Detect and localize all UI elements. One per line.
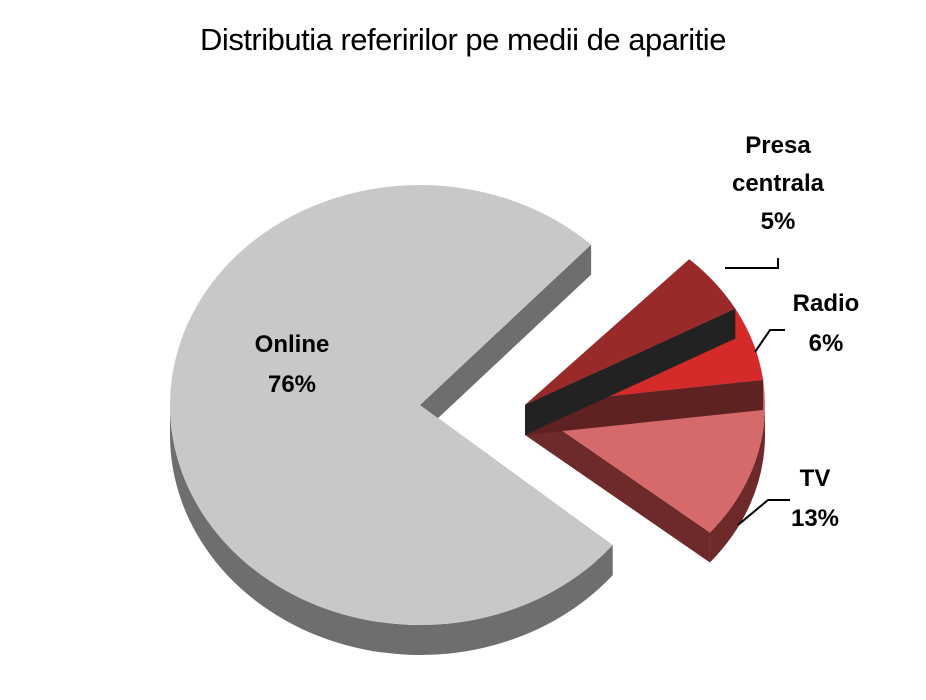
slice-label: TV 13% — [791, 465, 839, 532]
slice-top — [525, 259, 736, 405]
pie-slice-online — [170, 184, 613, 655]
slice-label-line: Radio — [793, 290, 860, 317]
slice-label-line: TV — [800, 465, 831, 492]
slice-label-line: centrala — [732, 170, 825, 197]
slice-side — [709, 405, 765, 563]
leader-line — [754, 329, 785, 353]
slice-cut-face — [525, 379, 764, 435]
slice-cut-face — [525, 405, 710, 563]
slice-cut-face — [525, 308, 736, 435]
slice-label-line: 13% — [791, 505, 839, 532]
slice-label-line: 76% — [268, 371, 316, 398]
slice-label-line: 6% — [809, 330, 844, 357]
slice-label: Radio 6% — [793, 290, 860, 357]
chart-title: Distributia referirilor pe medii de apar… — [200, 22, 726, 57]
slice-top — [170, 184, 613, 625]
slice-side — [170, 405, 613, 655]
slice-label: Presa centrala 5% — [732, 132, 825, 235]
slice-label-line: Presa — [745, 132, 811, 159]
slice-label: Online 76% — [255, 331, 330, 398]
slice-label-line: 5% — [761, 208, 796, 235]
leader-line — [737, 499, 790, 526]
slice-cut-face — [420, 244, 592, 435]
slice-label-line: Online — [255, 331, 330, 358]
pie-slice-presa — [525, 259, 736, 435]
leader-line — [725, 258, 779, 269]
